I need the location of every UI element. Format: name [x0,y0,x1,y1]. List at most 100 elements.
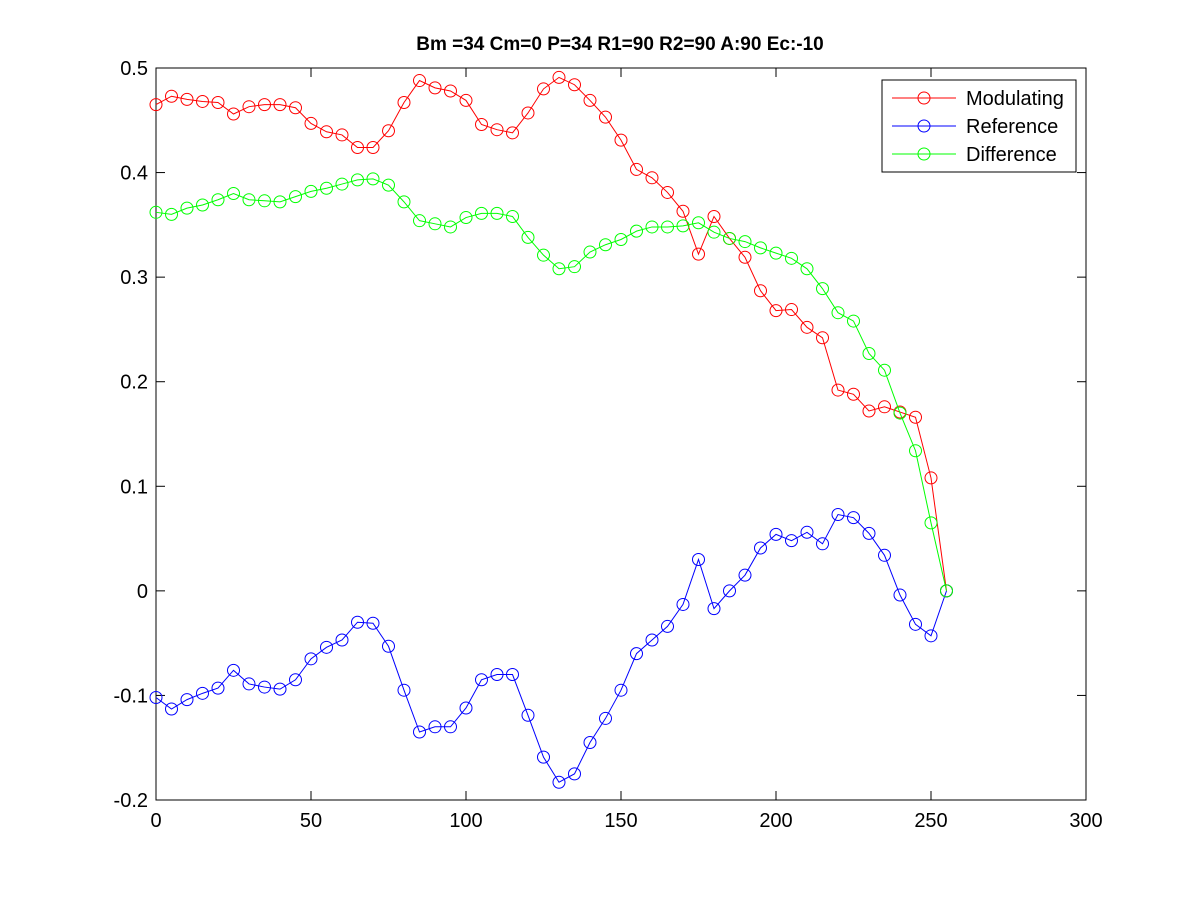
data-point-difference [273,195,287,209]
data-point-reference [320,640,333,654]
y-tick-label: 0.5 [120,58,148,80]
data-point-modulating [211,96,225,110]
data-point-difference [568,260,581,274]
data-point-difference [847,314,860,328]
data-point-difference [428,217,442,231]
data-point-reference [800,525,814,539]
data-point-difference [413,214,426,228]
legend-marker [917,91,931,105]
data-point-modulating [351,140,364,154]
data-point-difference [707,225,721,239]
x-tick-label: 0 [150,810,161,832]
data-point-modulating [800,320,814,334]
data-point-modulating [196,94,209,108]
data-point-modulating [149,98,163,112]
data-point-difference [599,238,612,252]
data-point-reference [614,683,628,697]
data-point-difference [180,201,194,215]
legend-item-reference: Reference [892,116,1058,138]
data-point-reference [707,602,721,616]
x-axis: 0 50 100 150 200 250 300 [150,68,1103,832]
data-point-modulating [165,89,178,103]
data-point-modulating [444,84,457,98]
data-point-modulating [924,471,938,485]
data-point-reference [413,725,426,739]
data-point-modulating [645,171,659,185]
data-point-difference [769,246,783,260]
data-point-modulating [506,126,519,140]
data-point-reference [521,708,535,722]
data-point-modulating [413,74,426,88]
data-point-reference [909,617,922,631]
data-point-difference [397,195,411,209]
data-point-reference [211,681,225,695]
data-point-modulating [490,123,504,137]
data-point-reference [351,615,364,629]
data-point-reference [785,534,798,548]
data-point-difference [382,178,395,192]
data-point-difference [552,262,566,276]
data-point-modulating [382,124,395,138]
data-point-reference [723,584,736,598]
data-point-difference [800,262,814,276]
data-point-reference [630,647,643,661]
data-point-modulating [583,93,597,107]
data-point-modulating [769,304,783,318]
x-tick-label: 300 [1069,810,1102,832]
legend: Modulating Reference Difference [881,79,1077,173]
x-tick-label: 250 [914,810,947,832]
data-point-difference [692,216,705,230]
data-point-difference [831,306,845,320]
data-point-difference [583,245,597,259]
data-point-reference [304,652,318,666]
x-tick-label: 100 [449,810,482,832]
data-point-reference [552,775,566,789]
data-point-difference [165,207,178,221]
data-point-modulating [366,140,380,154]
y-tick-label: 0.1 [120,476,148,498]
data-point-reference [816,537,829,551]
data-point-difference [754,241,767,255]
data-point-difference [490,206,504,220]
y-tick-label: 0.4 [120,163,148,185]
data-point-difference [537,248,550,262]
data-point-reference [537,750,550,764]
data-point-difference [661,220,674,234]
series-line-difference [155,178,947,591]
data-point-modulating [862,404,876,418]
legend-label: Modulating [966,88,1064,110]
series-reference [149,508,953,789]
data-point-reference [924,629,938,643]
series-layer [149,70,953,789]
data-point-modulating [537,82,550,96]
legend-marker [917,119,931,133]
data-point-reference [242,677,256,691]
data-point-difference [149,205,163,219]
data-point-reference [382,639,395,653]
data-point-difference [785,251,798,265]
data-point-difference [227,186,240,200]
data-point-modulating [754,284,767,298]
data-point-modulating [304,116,318,130]
data-point-difference [196,198,209,212]
data-point-modulating [568,78,581,92]
x-tick-label: 50 [300,810,322,832]
data-point-reference [661,619,674,633]
data-point-modulating [816,331,829,345]
data-point-modulating [707,209,721,223]
data-point-reference [676,597,690,611]
data-point-modulating [630,162,643,176]
data-point-reference [769,527,783,541]
data-point-reference [366,616,380,630]
data-point-difference [676,219,690,233]
data-point-reference [692,552,705,566]
data-point-difference [289,190,302,204]
data-point-difference [351,173,364,187]
data-point-modulating [785,303,798,317]
data-point-reference [273,682,287,696]
data-point-reference [599,711,612,725]
data-point-reference [196,686,209,700]
data-point-difference [521,230,535,244]
data-point-difference [211,193,225,207]
series-difference [149,172,953,598]
